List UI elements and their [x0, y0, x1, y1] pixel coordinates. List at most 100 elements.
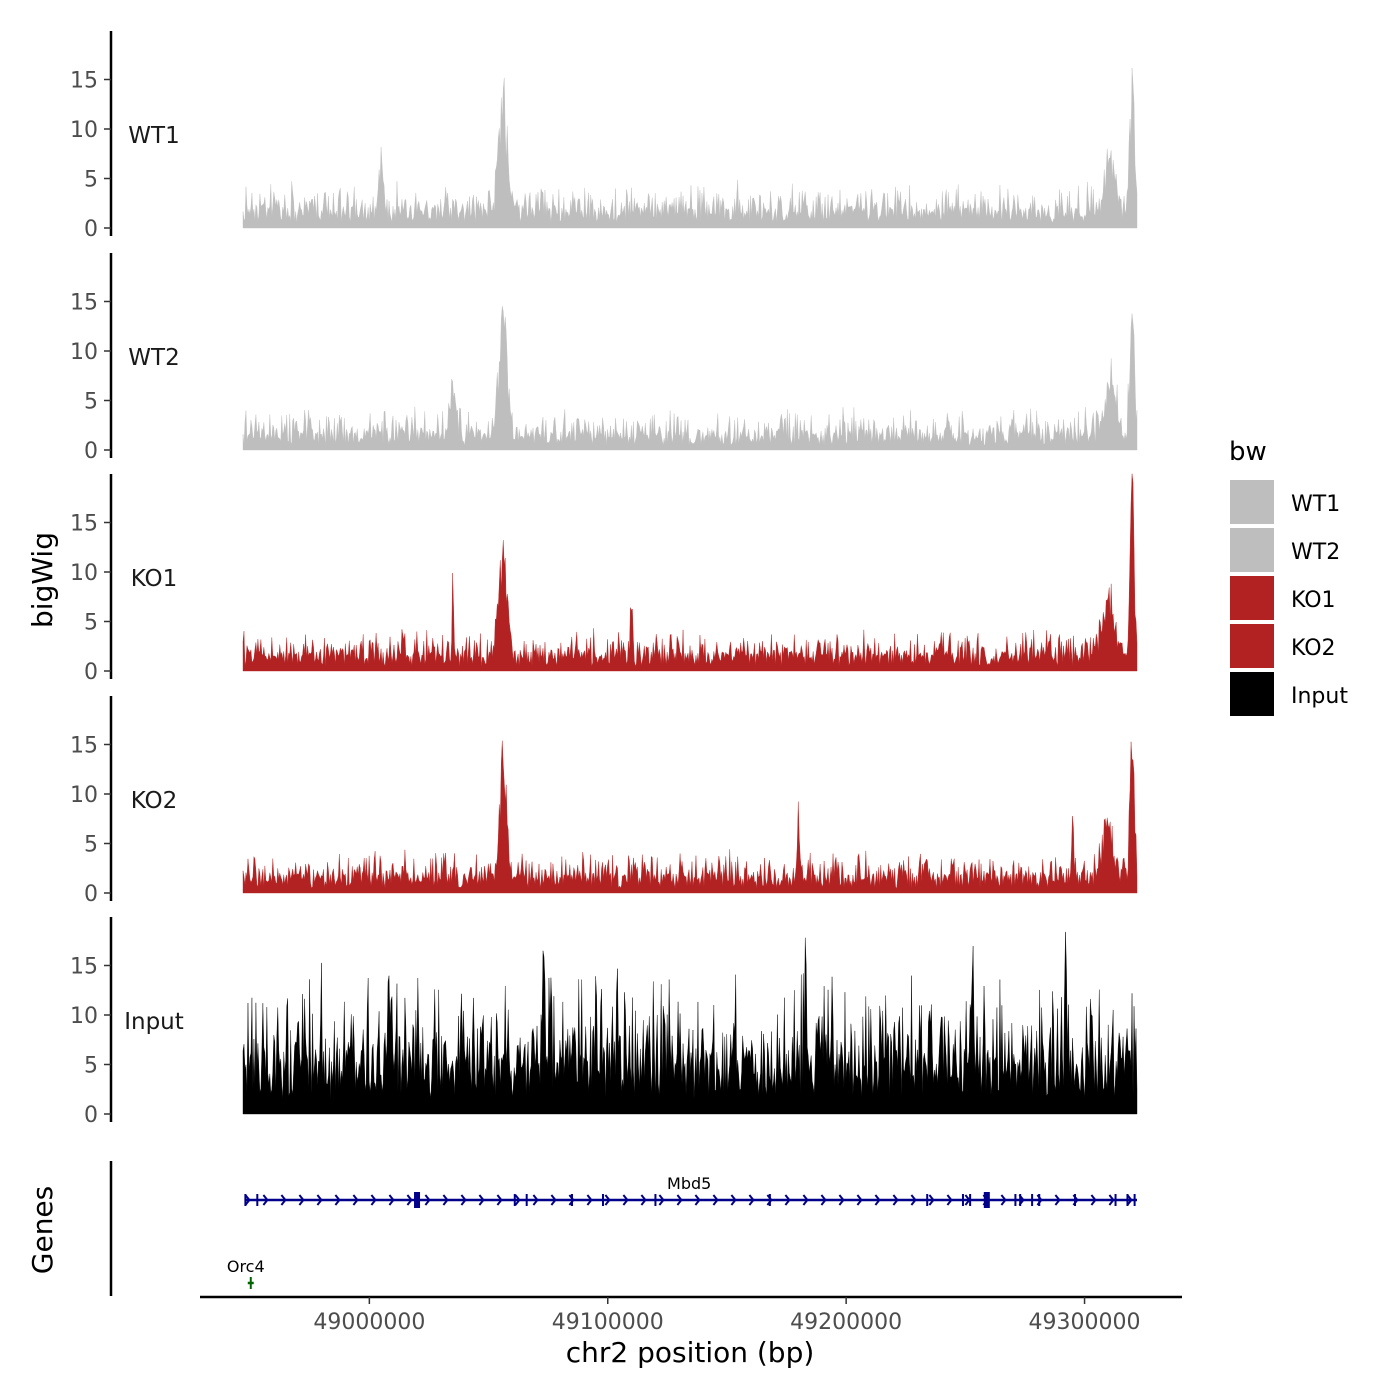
x-tick-label: 49100000 [552, 1310, 664, 1335]
legend-label: WT2 [1291, 540, 1340, 565]
strand-chevron [1108, 1194, 1115, 1206]
strand-chevron [568, 1194, 575, 1206]
exon [969, 1194, 972, 1206]
exon [768, 1194, 771, 1206]
legend-swatch [1230, 624, 1274, 668]
strand-chevron [892, 1194, 899, 1206]
strand-chevron [316, 1194, 323, 1206]
exon [1031, 1194, 1034, 1206]
strand-chevron [424, 1194, 431, 1206]
gene-orc4: Orc4 [227, 1257, 265, 1289]
x-ticks: 49000000 49100000 49200000 49300000 [313, 1297, 1141, 1335]
signal-panels: 0 5 10 15 WT1 0 5 10 15 WT2 0 5 10 15 KO1 0 5 10 15 KO2 0 5 10… [70, 31, 1138, 1128]
y-tick-label: 15 [70, 955, 98, 980]
y-tick-label: 0 [84, 217, 98, 242]
legend-title: bw [1229, 437, 1267, 467]
y-tick-label: 15 [70, 69, 98, 94]
legend-item-wt2: WT2 [1230, 528, 1340, 572]
y-tick-label: 10 [70, 561, 98, 586]
gene-panel: Mbd5 Orc4 49000000 49100000 49200000 4930000… [109, 1161, 1182, 1335]
y-tick-label: 15 [70, 734, 98, 759]
exon [601, 1194, 604, 1206]
exon [926, 1194, 929, 1206]
strand-chevron [352, 1194, 359, 1206]
exon [244, 1194, 247, 1206]
legend-label: KO2 [1291, 636, 1336, 661]
strand-chevron [280, 1194, 287, 1206]
strand-chevron [856, 1194, 863, 1206]
track-label: KO2 [131, 788, 178, 814]
y-tick-label: 0 [84, 439, 98, 464]
genes-axis-title: Genes [26, 1186, 59, 1274]
strand-chevron [262, 1194, 269, 1206]
legend-swatch [1230, 576, 1274, 620]
signal-area-input [242, 931, 1138, 1115]
y-tick-label: 5 [84, 833, 98, 858]
track-label: KO1 [131, 566, 178, 592]
y-tick-label: 15 [70, 291, 98, 316]
track-label: WT2 [128, 345, 179, 371]
strand-chevron [802, 1194, 809, 1206]
y-tick-label: 10 [70, 340, 98, 365]
track-label: Input [124, 1009, 184, 1035]
y-tick-label: 10 [70, 1004, 98, 1029]
strand-chevron [532, 1194, 539, 1206]
strand-chevron [388, 1194, 395, 1206]
legend-item-input: Input [1230, 672, 1348, 716]
strand-chevron [946, 1194, 953, 1206]
exon [654, 1194, 657, 1206]
y-tick-label: 5 [84, 1054, 98, 1079]
strand-chevron [784, 1194, 791, 1206]
y-axis-title: bigWig [26, 532, 59, 628]
track-panel-ko1: 0 5 10 15 KO1 [70, 473, 1138, 685]
strand-chevron [928, 1194, 935, 1206]
exon [1133, 1194, 1136, 1206]
y-tick-label: 15 [70, 512, 98, 537]
genes-layer: Mbd5 Orc4 [227, 1174, 1137, 1289]
strand-chevron [604, 1194, 611, 1206]
signal-area-ko2 [242, 740, 1138, 894]
strand-chevron [1126, 1194, 1133, 1206]
strand-chevron [1054, 1194, 1061, 1206]
y-tick-label: 10 [70, 783, 98, 808]
strand-chevron [1000, 1194, 1007, 1206]
strand-chevron [622, 1194, 629, 1206]
strand-chevron [334, 1194, 341, 1206]
strand-chevron [478, 1194, 485, 1206]
x-axis-title: chr2 position (bp) [566, 1336, 815, 1369]
legend-item-ko1: KO1 [1230, 576, 1336, 620]
strand-chevron [766, 1194, 773, 1206]
strand-chevron [694, 1194, 701, 1206]
strand-chevron [370, 1194, 377, 1206]
exon [525, 1194, 528, 1206]
strand-chevron [442, 1194, 449, 1206]
track-label: WT1 [128, 123, 179, 149]
legend-swatch [1230, 480, 1274, 524]
track-panel-input: 0 5 10 15 Input [70, 917, 1138, 1128]
legend-label: KO1 [1291, 588, 1336, 613]
strand-chevron [820, 1194, 827, 1206]
strand-chevron [496, 1194, 503, 1206]
legend-item-ko2: KO2 [1230, 624, 1336, 668]
y-tick-label: 0 [84, 660, 98, 685]
exon [1038, 1194, 1041, 1206]
strand-chevron [406, 1194, 413, 1206]
strand-chevron [460, 1194, 467, 1206]
gene-name-label: Mbd5 [667, 1174, 711, 1193]
signal-area-ko1 [242, 473, 1138, 672]
x-tick-label: 49200000 [790, 1310, 902, 1335]
strand-chevron [1090, 1194, 1097, 1206]
x-tick-label: 49300000 [1029, 1310, 1141, 1335]
strand-chevron [874, 1194, 881, 1206]
strand-chevron [838, 1194, 845, 1206]
strand-chevron [658, 1194, 665, 1206]
gene-mbd5: Mbd5 [244, 1174, 1137, 1208]
x-tick-label: 49000000 [313, 1310, 425, 1335]
legend-label: WT1 [1291, 492, 1340, 517]
track-panel-wt2: 0 5 10 15 WT2 [70, 253, 1138, 464]
legend-item-wt1: WT1 [1230, 480, 1340, 524]
y-tick-label: 5 [84, 390, 98, 415]
strand-chevron [586, 1194, 593, 1206]
strand-chevron [730, 1194, 737, 1206]
